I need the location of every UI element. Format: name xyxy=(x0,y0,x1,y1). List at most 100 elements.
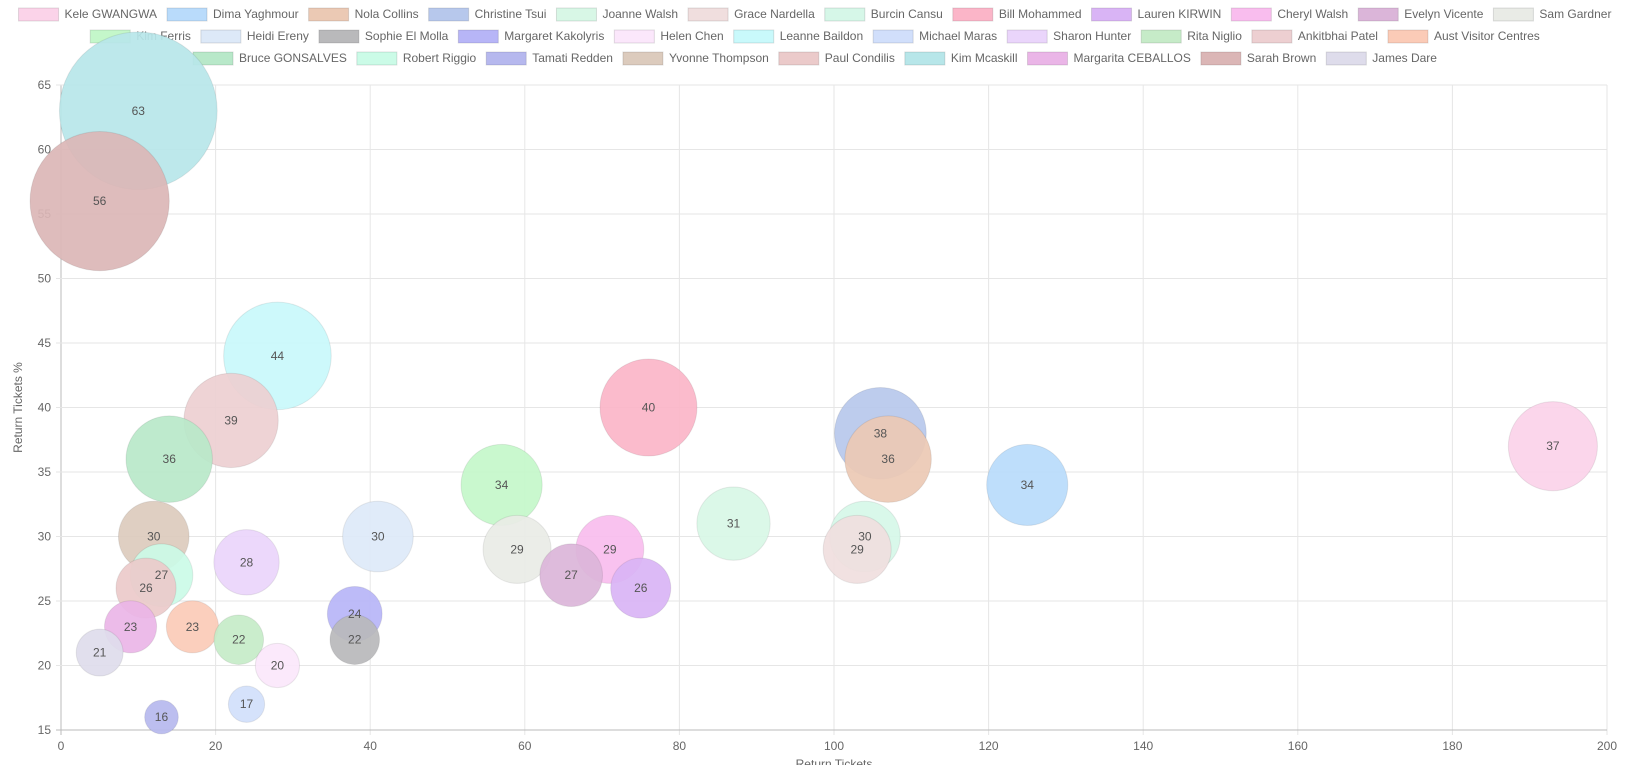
bubble[interactable] xyxy=(144,699,179,735)
bubble-label: 26 xyxy=(139,581,153,595)
legend-swatch xyxy=(318,29,360,44)
legend-item[interactable]: Kim Mcaskill xyxy=(904,51,1018,66)
legend-item[interactable]: Helen Chen xyxy=(613,29,724,44)
bubble[interactable] xyxy=(610,557,672,619)
legend-swatch xyxy=(428,7,470,22)
bubble-label: 29 xyxy=(603,542,617,556)
bubble[interactable] xyxy=(75,628,124,677)
legend-item[interactable]: Michael Maras xyxy=(872,29,997,44)
bubble-circle[interactable] xyxy=(822,514,892,584)
bubble-circle[interactable] xyxy=(696,486,771,561)
legend-swatch xyxy=(1230,7,1272,22)
legend-item[interactable]: Margaret Kakolyris xyxy=(457,29,604,44)
legend-item[interactable]: Sophie El Molla xyxy=(318,29,449,44)
legend-item[interactable]: Bill Mohammed xyxy=(952,7,1082,22)
legend-item[interactable]: Joanne Walsh xyxy=(555,7,678,22)
bubble[interactable] xyxy=(1507,401,1598,492)
legend-item[interactable]: Kele GWANGWA xyxy=(18,7,157,22)
bubble[interactable] xyxy=(329,614,380,665)
legend-item[interactable]: Nola Collins xyxy=(308,7,419,22)
legend-item[interactable]: Bruce GONSALVES xyxy=(192,51,347,66)
bubble-circle[interactable] xyxy=(125,415,213,503)
legend-label: Ankitbhai Patel xyxy=(1298,29,1378,43)
legend-item[interactable]: Aust Visitor Centres xyxy=(1387,29,1540,44)
legend-swatch xyxy=(824,7,866,22)
bubble[interactable] xyxy=(986,443,1069,526)
legend-item[interactable]: Rita Niglio xyxy=(1140,29,1242,44)
bubble[interactable] xyxy=(29,130,170,272)
bubble[interactable] xyxy=(213,614,265,665)
bubbles: 3734363831293040262927293430222420441728… xyxy=(29,31,1598,735)
legend-item[interactable]: Sharon Hunter xyxy=(1006,29,1131,44)
bubble[interactable] xyxy=(539,543,604,608)
legend-label: Cheryl Walsh xyxy=(1277,7,1348,21)
legend-label: Sam Gardner xyxy=(1539,7,1611,21)
legend-item[interactable]: Burcin Cansu xyxy=(824,7,943,22)
bubble-label: 21 xyxy=(93,646,107,660)
legend-item[interactable]: James Dare xyxy=(1325,51,1437,66)
bubble-label: 27 xyxy=(155,568,169,582)
bubble-circle[interactable] xyxy=(986,443,1069,526)
legend-label: Aust Visitor Centres xyxy=(1434,29,1540,43)
bubble-circle[interactable] xyxy=(599,358,698,457)
legend-item[interactable]: Heidi Ereny xyxy=(200,29,309,44)
legend-label: Heidi Ereny xyxy=(247,29,309,43)
y-tick-label: 20 xyxy=(38,659,52,673)
bubble-circle[interactable] xyxy=(610,557,672,619)
legend-item[interactable]: Paul Condilis xyxy=(778,51,895,66)
legend-item[interactable]: Tamati Redden xyxy=(485,51,613,66)
bubble-label: 56 xyxy=(93,194,107,208)
legend-swatch xyxy=(1091,7,1133,22)
bubble-circle[interactable] xyxy=(254,642,301,689)
bubble-circle[interactable] xyxy=(227,685,266,723)
bubble[interactable] xyxy=(227,685,266,723)
bubble-circle[interactable] xyxy=(75,628,124,677)
legend-swatch xyxy=(687,7,729,22)
legend-item[interactable]: Evelyn Vicente xyxy=(1357,7,1484,22)
legend-item[interactable]: Sarah Brown xyxy=(1200,51,1316,66)
bubble-label: 39 xyxy=(224,413,238,427)
bubble[interactable] xyxy=(125,415,213,503)
legend-item[interactable]: Robert Riggio xyxy=(356,51,477,66)
legend-swatch xyxy=(778,51,820,66)
legend-item[interactable]: Sam Gardner xyxy=(1492,7,1611,22)
y-tick-label: 45 xyxy=(38,336,52,350)
bubble[interactable] xyxy=(822,514,892,584)
bubble-circle[interactable] xyxy=(144,699,179,735)
legend-item[interactable]: Cheryl Walsh xyxy=(1230,7,1348,22)
bubble[interactable] xyxy=(254,642,301,689)
legend-item[interactable]: Ankitbhai Patel xyxy=(1251,29,1378,44)
y-tick-label: 25 xyxy=(38,594,52,608)
bubble-circle[interactable] xyxy=(29,130,170,272)
legend-item[interactable]: Leanne Baildon xyxy=(733,29,863,44)
bubble-label: 22 xyxy=(232,633,246,647)
bubble-circle[interactable] xyxy=(329,614,380,665)
legend-item[interactable]: Dima Yaghmour xyxy=(166,7,299,22)
bubble-circle[interactable] xyxy=(844,415,932,503)
bubble[interactable] xyxy=(482,514,552,584)
bubble[interactable] xyxy=(213,529,280,596)
bubble-circle[interactable] xyxy=(213,529,280,596)
bubble-circle[interactable] xyxy=(482,514,552,584)
bubble-circle[interactable] xyxy=(342,500,414,573)
bubble[interactable] xyxy=(696,486,771,561)
legend-item[interactable]: Lauren KIRWIN xyxy=(1091,7,1222,22)
bubble-circle[interactable] xyxy=(539,543,604,608)
bubble-label: 29 xyxy=(510,542,524,556)
legend-item[interactable]: Grace Nardella xyxy=(687,7,815,22)
legend-item[interactable]: Yvonne Thompson xyxy=(622,51,769,66)
legend-item[interactable]: Margarita CEBALLOS xyxy=(1027,51,1191,66)
legend-item[interactable]: Christine Tsui xyxy=(428,7,547,22)
legend-label: Grace Nardella xyxy=(734,7,815,21)
bubble-circle[interactable] xyxy=(213,614,265,665)
bubble-label: 34 xyxy=(1021,478,1035,492)
x-axis-title: Return Tickets xyxy=(796,757,873,765)
legend-swatch xyxy=(457,29,499,44)
bubble-label: 63 xyxy=(132,104,146,118)
bubble[interactable] xyxy=(342,500,414,573)
bubble-label: 23 xyxy=(186,620,200,634)
bubble-label: 40 xyxy=(642,401,656,415)
bubble[interactable] xyxy=(599,358,698,457)
bubble-circle[interactable] xyxy=(1507,401,1598,492)
bubble[interactable] xyxy=(844,415,932,503)
